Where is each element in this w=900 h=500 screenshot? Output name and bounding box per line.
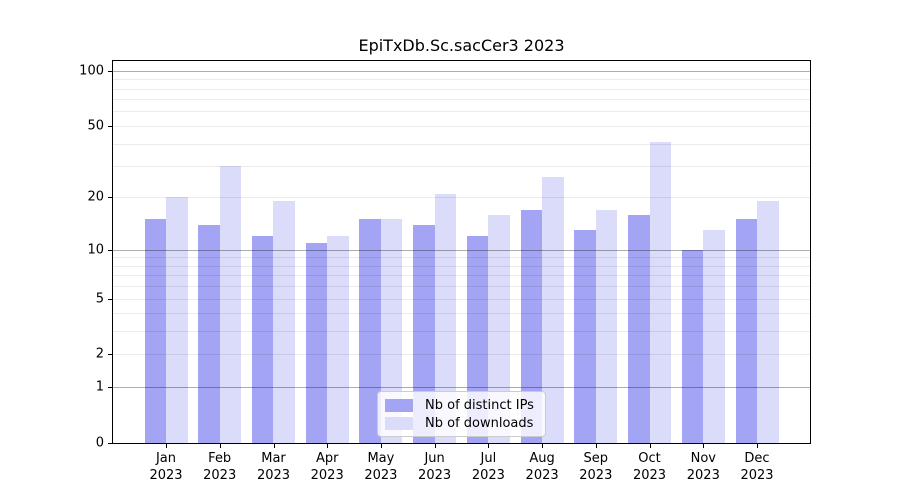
bar-downloads-jan [166,197,188,443]
gridline-minor [113,265,810,267]
y-tick-label: 2 [95,346,104,362]
gridline-minor [113,99,810,101]
gridline-minor [113,286,810,288]
legend: Nb of distinct IPs Nb of downloads [377,391,546,437]
y-tick-label: 1 [95,379,104,395]
bar-downloads-dec [757,201,779,443]
y-tick-mark [108,354,112,356]
bar-ips-feb [198,224,220,443]
gridline-minor [113,143,810,145]
y-tick-mark [108,70,112,72]
gridline-major [113,249,810,251]
x-tick-mark [380,444,382,448]
bar-ips-may [359,219,381,443]
bar-downloads-aug [542,177,564,443]
y-tick-label: 20 [87,189,104,205]
x-tick-label: Jun 2023 [418,451,452,483]
bar-ips-apr [305,242,328,443]
bar-ips-nov [681,249,704,443]
gridline-minor [113,197,810,199]
gridline-minor [113,354,810,356]
plot-area [112,60,811,444]
y-tick-label: 100 [79,63,104,79]
bar-ips-jan [144,219,166,443]
y-tick-label: 0 [95,435,104,451]
y-tick-mark [108,197,112,199]
legend-swatch-icon [385,416,413,430]
gridline-minor [113,88,810,90]
x-tick-mark [166,444,167,448]
gridline-major [113,387,810,389]
bar-downloads-mar [273,201,295,443]
gridline-minor [113,257,810,259]
y-tick-mark [108,249,112,251]
x-tick-mark [219,444,221,448]
bar-downloads-jun [434,193,457,443]
bar-downloads-apr [327,236,349,443]
bar-ips-jun [413,224,435,443]
x-tick-mark [273,444,275,448]
x-tick-label: Dec 2023 [740,451,774,483]
y-tick-mark [108,443,112,444]
gridline-minor [113,298,810,300]
gridline-minor [113,166,810,167]
chart-title: EpiTxDb.Sc.sacCer3 2023 [358,36,565,55]
x-tick-mark [649,444,651,448]
x-tick-label: Jul 2023 [471,451,505,483]
legend-item: Nb of downloads [385,415,537,431]
bar-downloads-oct [649,141,672,443]
bar-ips-aug [520,209,543,443]
x-tick-label: Apr 2023 [310,451,344,483]
bar-downloads-may [380,219,403,443]
gridline-minor [113,79,810,81]
y-tick-label: 10 [87,242,104,258]
legend-swatch-icon [385,398,413,412]
bar-ips-sep [574,230,596,443]
bar-downloads-sep [595,209,618,443]
bar-downloads-jul [488,214,510,443]
y-tick-mark [108,387,112,389]
gridline-minor [113,313,810,315]
gridline-minor [113,125,810,127]
x-tick-mark [434,444,436,448]
x-tick-label: Aug 2023 [525,451,559,483]
x-tick-mark [542,444,544,448]
x-tick-label: May 2023 [364,451,398,483]
y-tick-label: 5 [95,291,104,306]
bar-downloads-feb [219,166,242,443]
x-tick-label: Feb 2023 [203,451,237,483]
gridline-minor [113,111,810,113]
legend-label: Nb of distinct IPs [425,397,534,413]
bar-ips-oct [628,214,650,443]
x-tick-mark [595,444,597,448]
bar-ips-dec [735,219,757,443]
gridline-minor [113,275,810,277]
bar-ips-mar [251,236,274,443]
y-tick-mark [108,298,112,300]
x-tick-label: Mar 2023 [256,451,291,483]
legend-label: Nb of downloads [425,415,534,431]
x-tick-label: Nov 2023 [686,451,720,483]
y-tick-mark [108,125,112,127]
x-tick-label: Jan 2023 [149,451,183,483]
y-tick-label: 50 [87,118,104,134]
gridline-minor [113,331,810,333]
x-tick-label: Oct 2023 [632,451,667,483]
x-tick-mark [757,444,758,448]
x-tick-mark [327,444,329,448]
legend-item: Nb of distinct IPs [385,397,537,413]
x-tick-mark [488,444,490,448]
gridline-major [113,70,810,72]
bar-downloads-nov [703,230,725,443]
x-tick-label: Sep 2023 [579,451,613,483]
x-tick-mark [703,444,705,448]
